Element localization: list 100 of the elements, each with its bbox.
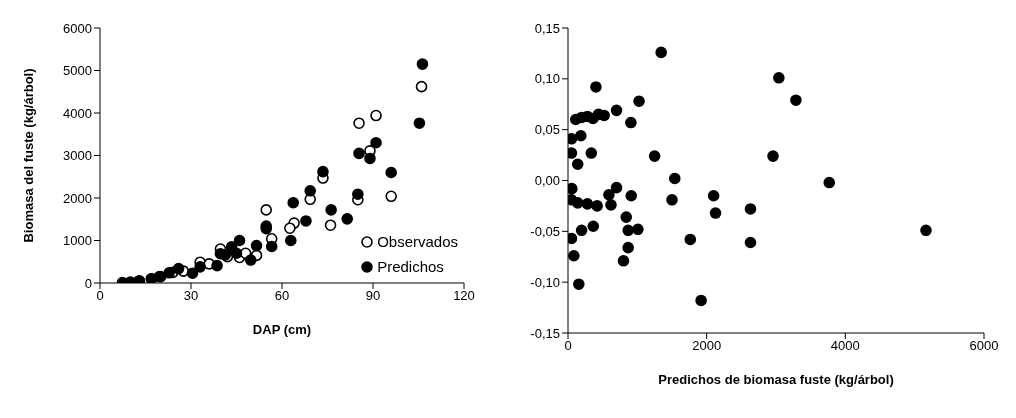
point (324, 219, 337, 231)
point (668, 172, 681, 185)
y-tick-label: 0,05 (534, 122, 560, 138)
point (610, 181, 623, 194)
x-tick-label: 120 (453, 288, 475, 304)
point (625, 189, 638, 202)
legend-label: Predichos (377, 258, 444, 275)
point (265, 240, 278, 253)
x-axis-title: DAP (cm) (252, 322, 312, 337)
point (603, 188, 615, 201)
x-tick-label: 6000 (969, 338, 999, 354)
y-tick-label: 0,00 (534, 173, 560, 189)
point (385, 166, 397, 179)
y-tick-label: 6000 (63, 20, 92, 36)
point (353, 147, 365, 160)
point (617, 255, 630, 267)
point (304, 184, 317, 197)
point (568, 182, 578, 195)
point (370, 109, 382, 122)
point (352, 188, 364, 200)
point (684, 233, 697, 246)
point (186, 267, 199, 280)
point (790, 94, 802, 106)
point (695, 294, 707, 307)
y-tick-label: -0,15 (530, 325, 560, 341)
point (260, 204, 273, 216)
y-tick-label: -0,05 (530, 223, 560, 239)
point (610, 104, 623, 117)
point (163, 267, 175, 279)
point (581, 198, 594, 210)
x-tick-label: 90 (365, 288, 381, 304)
point (413, 117, 426, 129)
point (605, 199, 617, 211)
y-tick-label: 0,15 (534, 20, 560, 36)
y-tick-label: 2000 (63, 190, 92, 206)
point (823, 176, 836, 189)
point (172, 262, 185, 275)
x-tick-label: 2000 (692, 338, 722, 354)
point (568, 232, 578, 245)
point (285, 234, 297, 247)
point (250, 239, 263, 252)
point (287, 196, 300, 209)
y-tick-label: 3000 (63, 148, 92, 164)
point (571, 197, 584, 209)
point (325, 204, 337, 216)
point (194, 261, 206, 273)
point (744, 236, 757, 249)
y-axis-title: Biomasa del fuste (kg/árbol) (20, 68, 36, 243)
point (353, 117, 365, 129)
point (575, 224, 588, 237)
point (568, 147, 578, 159)
point (575, 129, 587, 142)
point (211, 259, 223, 272)
point (385, 190, 397, 203)
point (317, 165, 329, 178)
point (590, 81, 602, 93)
point (773, 72, 785, 84)
legend-label: Observados (377, 233, 458, 250)
point (573, 278, 585, 290)
point (655, 46, 667, 59)
point (585, 147, 598, 159)
y-tick-label: 0 (84, 275, 92, 291)
point (370, 136, 382, 149)
point (744, 203, 757, 215)
point (648, 150, 661, 162)
point (284, 222, 296, 234)
x-tick-label: 4000 (830, 338, 860, 354)
point (587, 220, 600, 233)
point (767, 150, 779, 162)
point (709, 207, 722, 219)
point (591, 200, 603, 212)
point (244, 254, 257, 266)
x-axis-title: Predichos de biomasa fuste (kg/árbol) (658, 372, 894, 387)
point (568, 133, 578, 145)
point (233, 234, 246, 247)
y-tick-label: 5000 (63, 63, 92, 79)
point (416, 58, 429, 70)
point (707, 189, 720, 202)
point (364, 152, 376, 165)
point (341, 213, 354, 225)
point (620, 211, 633, 223)
y-tick-label: 1000 (63, 233, 92, 249)
point (633, 95, 645, 107)
y-tick-label: -0,10 (530, 274, 560, 290)
point (300, 215, 312, 227)
x-tick-label: 0 (564, 338, 572, 354)
point (632, 223, 644, 236)
y-tick-label: 4000 (63, 105, 92, 121)
point (571, 158, 584, 171)
point (415, 80, 428, 93)
y-tick-label: 0,10 (534, 71, 560, 87)
point (230, 247, 243, 260)
point (625, 116, 637, 129)
point (666, 194, 678, 206)
x-tick-label: 0 (96, 288, 104, 304)
point (920, 224, 932, 237)
point (622, 224, 634, 237)
x-tick-label: 30 (183, 288, 199, 304)
point (568, 249, 580, 262)
x-tick-label: 60 (274, 288, 290, 304)
